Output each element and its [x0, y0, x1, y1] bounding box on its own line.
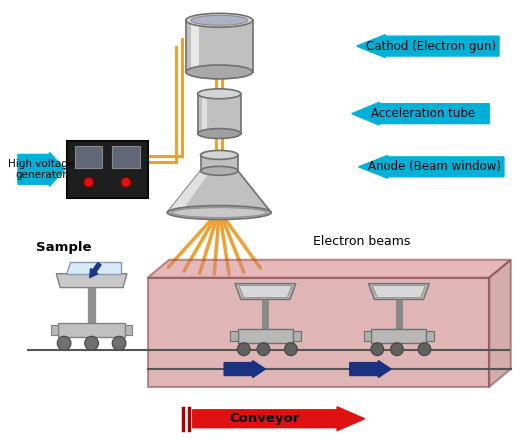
- Polygon shape: [147, 278, 489, 387]
- Ellipse shape: [201, 166, 238, 175]
- Ellipse shape: [201, 150, 238, 159]
- Ellipse shape: [418, 343, 431, 356]
- Text: Acceleration tube: Acceleration tube: [371, 107, 475, 120]
- Polygon shape: [489, 260, 511, 387]
- FancyArrow shape: [352, 102, 489, 125]
- Polygon shape: [66, 262, 121, 274]
- Text: Electron beams: Electron beams: [313, 235, 410, 248]
- Ellipse shape: [84, 177, 94, 187]
- FancyBboxPatch shape: [293, 331, 301, 341]
- Text: Sample: Sample: [36, 241, 91, 254]
- Ellipse shape: [198, 128, 241, 139]
- FancyArrow shape: [193, 407, 365, 431]
- Ellipse shape: [285, 343, 297, 356]
- Ellipse shape: [186, 65, 253, 79]
- Polygon shape: [56, 274, 127, 288]
- Ellipse shape: [186, 13, 253, 27]
- FancyBboxPatch shape: [67, 140, 147, 198]
- Polygon shape: [167, 171, 210, 213]
- Text: High voltage
generator: High voltage generator: [8, 158, 75, 180]
- Ellipse shape: [391, 343, 403, 356]
- Text: Conveyor: Conveyor: [230, 412, 300, 425]
- FancyArrow shape: [89, 263, 101, 278]
- Ellipse shape: [167, 205, 271, 220]
- Polygon shape: [235, 284, 296, 300]
- FancyArrow shape: [357, 35, 499, 58]
- FancyBboxPatch shape: [75, 147, 103, 169]
- FancyArrow shape: [224, 361, 265, 378]
- FancyBboxPatch shape: [58, 323, 125, 337]
- Text: Cathod (Electron gun): Cathod (Electron gun): [366, 40, 496, 53]
- Ellipse shape: [371, 343, 384, 356]
- FancyBboxPatch shape: [426, 331, 434, 341]
- Polygon shape: [369, 284, 429, 300]
- Ellipse shape: [237, 343, 250, 356]
- FancyArrow shape: [350, 361, 391, 378]
- Ellipse shape: [112, 336, 126, 350]
- Polygon shape: [167, 171, 271, 213]
- Text: Anode (Beam window): Anode (Beam window): [368, 160, 501, 173]
- Ellipse shape: [198, 89, 241, 99]
- FancyBboxPatch shape: [238, 329, 293, 343]
- Polygon shape: [372, 286, 425, 297]
- Ellipse shape: [121, 177, 131, 187]
- FancyBboxPatch shape: [371, 329, 426, 343]
- FancyBboxPatch shape: [112, 147, 140, 169]
- FancyArrow shape: [359, 155, 504, 178]
- FancyBboxPatch shape: [201, 155, 238, 171]
- FancyBboxPatch shape: [191, 22, 199, 70]
- FancyBboxPatch shape: [198, 94, 241, 134]
- FancyBboxPatch shape: [125, 325, 132, 335]
- Ellipse shape: [85, 336, 98, 350]
- Ellipse shape: [172, 208, 266, 217]
- FancyBboxPatch shape: [230, 331, 238, 341]
- Ellipse shape: [57, 336, 71, 350]
- Ellipse shape: [257, 343, 270, 356]
- Polygon shape: [239, 286, 292, 297]
- FancyBboxPatch shape: [186, 20, 253, 72]
- Ellipse shape: [191, 15, 248, 25]
- Polygon shape: [147, 260, 511, 278]
- FancyArrow shape: [18, 152, 65, 186]
- FancyBboxPatch shape: [51, 325, 58, 335]
- FancyBboxPatch shape: [201, 96, 208, 132]
- FancyBboxPatch shape: [363, 331, 371, 341]
